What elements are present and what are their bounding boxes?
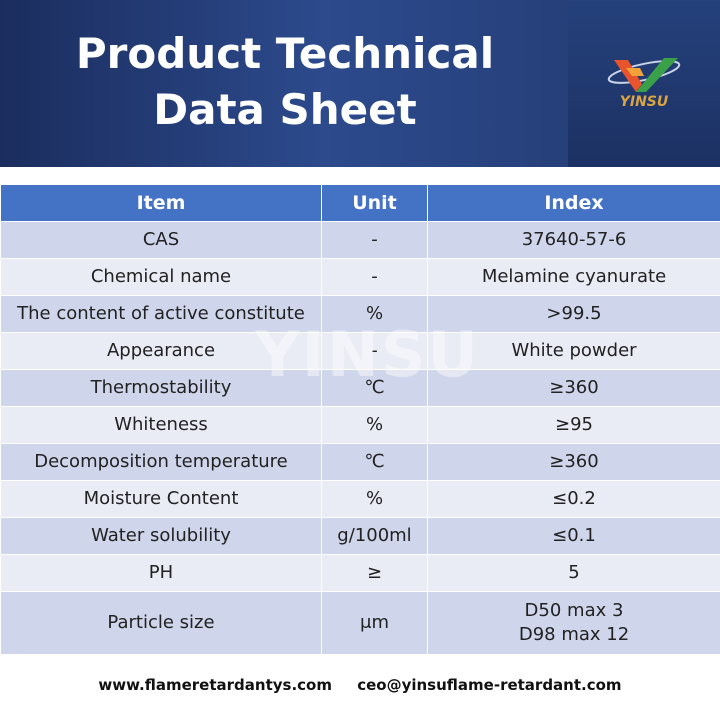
table-cell: ≥360 bbox=[427, 369, 720, 407]
table-cell: Appearance bbox=[0, 332, 322, 370]
table-row: Moisture Content% ≤0.2 bbox=[0, 480, 720, 518]
website: www.flameretardantys.com bbox=[98, 676, 332, 694]
table-cell: 37640-57-6 bbox=[427, 221, 720, 259]
table-cell: ≥ bbox=[321, 554, 428, 592]
table-cell: 5 bbox=[427, 554, 720, 592]
table-cell: Decomposition temperature bbox=[0, 443, 322, 481]
table-row: Chemical name - Melamine cyanurate bbox=[0, 258, 720, 296]
logo: YINSU bbox=[607, 58, 681, 110]
table-cell: g/100ml bbox=[321, 517, 428, 555]
table-cell: Thermostability bbox=[0, 369, 322, 407]
table-cell: - bbox=[321, 221, 428, 259]
table-cell: μm bbox=[321, 591, 428, 655]
table-cell: - bbox=[321, 332, 428, 370]
table-cell: Moisture Content bbox=[0, 480, 322, 518]
table-cell: - bbox=[321, 258, 428, 296]
table-cell: ≥95 bbox=[427, 406, 720, 444]
table-row: Whiteness% ≥95 bbox=[0, 406, 720, 444]
table-cell: ≤0.2 bbox=[427, 480, 720, 518]
header: Product Technical Data Sheet YINSU bbox=[0, 0, 720, 167]
table-cell: % bbox=[321, 406, 428, 444]
table-cell: PH bbox=[0, 554, 322, 592]
table-cell: White powder bbox=[427, 332, 720, 370]
table-row: Decomposition temperature ℃ ≥360 bbox=[0, 443, 720, 481]
table-row: Appearance - White powder bbox=[0, 332, 720, 370]
table-cell: D50 max 3 D98 max 12 bbox=[427, 591, 720, 655]
table-header: Item Unit Index bbox=[0, 184, 720, 222]
table-row: Thermostability ℃ ≥360 bbox=[0, 369, 720, 407]
cell-line: D50 max 3 bbox=[524, 600, 624, 621]
table-row: PH ≥5 bbox=[0, 554, 720, 592]
table-cell: ≤0.1 bbox=[427, 517, 720, 555]
cell-line: D98 max 12 bbox=[518, 624, 630, 645]
column-header: Unit bbox=[321, 184, 428, 222]
table-cell: CAS bbox=[0, 221, 322, 259]
table-cell: ≥360 bbox=[427, 443, 720, 481]
table-cell: ℃ bbox=[321, 443, 428, 481]
table-cell: Chemical name bbox=[0, 258, 322, 296]
table-cell: Particle size bbox=[0, 591, 322, 655]
table-row: Water solubility g/100ml ≤0.1 bbox=[0, 517, 720, 555]
table-cell: % bbox=[321, 295, 428, 333]
title: Product Technical Data Sheet bbox=[75, 29, 495, 134]
table-row: Particle size μm D50 max 3 D98 max 12 bbox=[0, 591, 720, 655]
table-cell: Water solubility bbox=[0, 517, 322, 555]
footer: www.flameretardantys.com ceo@yinsuflame-… bbox=[0, 676, 720, 694]
column-header: Index bbox=[427, 184, 720, 222]
logo-text: YINSU bbox=[620, 94, 669, 110]
table-cell: Whiteness bbox=[0, 406, 322, 444]
email: ceo@yinsuflame-retardant.com bbox=[357, 676, 622, 694]
watermark: YINSU bbox=[255, 318, 480, 391]
table-cell: Melamine cyanurate bbox=[427, 258, 720, 296]
table-row: The content of active constitute% >99.5 bbox=[0, 295, 720, 333]
column-header: Item bbox=[0, 184, 322, 222]
data-table: Item Unit Index CAS -37640-57-6 Chemical nam… bbox=[0, 184, 720, 655]
table-row: CAS -37640-57-6 bbox=[0, 221, 720, 259]
table-cell: % bbox=[321, 480, 428, 518]
table-cell: The content of active constitute bbox=[0, 295, 322, 333]
table-cell: ℃ bbox=[321, 369, 428, 407]
